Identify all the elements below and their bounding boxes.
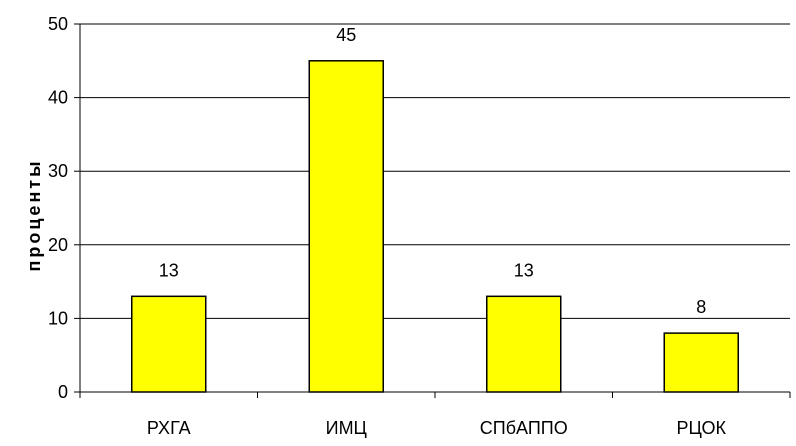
y-tick-label: 40 — [48, 88, 68, 108]
x-category-label: ИМЦ — [326, 418, 367, 438]
data-label: 13 — [159, 260, 179, 280]
y-tick-label: 30 — [48, 161, 68, 181]
labels: 0 10 20 30 40 50 13 РХГА 45 ИМЦ 13 СПбАППО 8 РЦОК — [48, 14, 726, 438]
data-label: 8 — [696, 297, 706, 317]
y-tick-label: 10 — [48, 308, 68, 328]
bar — [131, 295, 207, 393]
bar — [486, 295, 562, 393]
bar — [308, 60, 384, 393]
bar — [663, 332, 739, 393]
axes — [74, 23, 791, 398]
data-label: 45 — [336, 25, 356, 45]
grid-lines — [80, 23, 790, 319]
x-category-label: РЦОК — [677, 418, 727, 438]
x-category-label: РХГА — [147, 418, 191, 438]
y-axis-title: проценты — [24, 159, 44, 272]
y-tick-label: 50 — [48, 14, 68, 34]
y-tick-label: 20 — [48, 235, 68, 255]
bars — [131, 60, 739, 393]
data-label: 13 — [514, 260, 534, 280]
x-category-label: СПбАППО — [480, 418, 568, 438]
y-tick-label: 0 — [58, 382, 68, 402]
